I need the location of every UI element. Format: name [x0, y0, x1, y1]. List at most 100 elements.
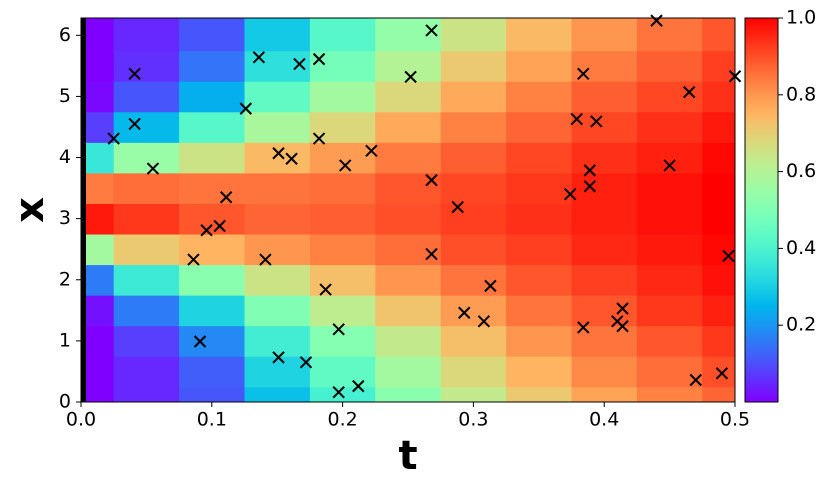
heatmap-cell: [440, 142, 507, 174]
heatmap-cell: [81, 233, 115, 266]
heatmap-cell: [440, 50, 507, 82]
scatter-marker: [590, 115, 603, 128]
heatmap-cell: [179, 233, 246, 266]
heatmap-cell: [571, 111, 638, 143]
scatter-marker: [128, 117, 141, 131]
heatmap-cell: [636, 81, 703, 113]
y-axis-label: x: [7, 197, 53, 223]
scatter-marker: [299, 356, 313, 369]
heatmap-cell: [440, 386, 507, 402]
heatmap-cell: [113, 295, 180, 327]
scatter-marker: [219, 191, 233, 204]
heatmap-cell: [113, 203, 180, 235]
heatmap-cell: [81, 203, 115, 235]
y-tick-label: 6: [59, 24, 71, 46]
heatmap-cell: [571, 203, 638, 235]
heatmap-cell: [636, 264, 703, 296]
heatmap-cell: [506, 356, 573, 388]
heatmap-cell: [375, 295, 442, 327]
heatmap-cell: [81, 356, 115, 388]
heatmap-cell: [244, 233, 311, 266]
scatter-marker: [252, 51, 266, 64]
heatmap-cell: [506, 172, 573, 204]
heatmap-cell: [179, 386, 246, 402]
scatter-marker: [570, 112, 583, 126]
heatmap-cell: [440, 18, 507, 52]
colorbar-tick-label: 1.0: [786, 7, 816, 29]
heatmap-cell: [702, 81, 735, 113]
scatter-marker: [484, 279, 497, 293]
heatmap-cell: [506, 233, 573, 266]
heatmap-cell: [113, 50, 180, 82]
heatmap-cell: [375, 264, 442, 296]
heatmap-cell: [309, 172, 376, 204]
heatmap-cell: [309, 50, 376, 82]
heatmap-cell: [636, 233, 703, 266]
heatmap-cell: [113, 386, 180, 402]
scatter-marker: [451, 200, 464, 214]
heatmap-cell: [113, 142, 180, 174]
heatmap-cell: [702, 295, 735, 327]
scatter-marker: [663, 159, 676, 172]
heatmap-cell: [309, 264, 376, 296]
scatter-marker: [425, 247, 438, 261]
heatmap-cell: [571, 233, 638, 266]
heatmap-cell: [309, 18, 376, 52]
scatter-marker: [458, 306, 471, 319]
heatmap-cell: [375, 81, 442, 113]
heatmap-cell: [113, 172, 180, 204]
heatmap-cell: [506, 81, 573, 113]
heatmap-cell: [506, 295, 573, 327]
heatmap-cell: [506, 386, 573, 402]
colorbar-tick-label: 0.8: [786, 83, 816, 105]
heatmap-cell: [244, 325, 311, 357]
heatmap-cell: [571, 81, 638, 113]
scatter-marker: [722, 249, 735, 263]
heatmap-cell: [309, 81, 376, 113]
heatmap-cell: [440, 295, 507, 327]
heatmap-cell: [375, 50, 442, 82]
heatmap-cell: [179, 325, 246, 357]
scatter-marker: [577, 67, 590, 81]
heatmap-cell: [506, 142, 573, 174]
heatmap-cell: [636, 386, 703, 402]
heatmap-cell: [309, 386, 376, 402]
heatmap-cell: [571, 18, 638, 52]
scatter-marker: [293, 57, 306, 71]
heatmap-cell: [179, 81, 246, 113]
heatmap-cell: [244, 18, 311, 52]
y-tick-label: 3: [59, 207, 71, 229]
heatmap-cell: [636, 18, 703, 52]
heatmap-cell: [244, 386, 311, 402]
heatmap-cell: [636, 295, 703, 327]
heatmap-cell: [375, 325, 442, 357]
heatmap-cell: [440, 81, 507, 113]
x-tick-label: 0.3: [458, 409, 488, 431]
heatmap-cell: [244, 111, 311, 143]
heatmap-cell: [81, 18, 115, 52]
heatmap-cell: [702, 50, 735, 82]
heatmap-cell: [81, 264, 115, 296]
heatmap-cell: [702, 356, 735, 388]
colorbar-tick-label: 0.4: [786, 237, 816, 259]
y-tick-label: 2: [59, 268, 71, 290]
scatter-marker: [107, 132, 120, 145]
scatter-marker: [213, 219, 226, 233]
x-tick-label: 0.1: [197, 409, 227, 431]
heatmap-cell: [309, 356, 376, 388]
heatmap-cell: [113, 18, 180, 52]
heatmap-cell: [440, 325, 507, 357]
heatmap: [81, 18, 735, 402]
scatter-marker: [477, 315, 491, 328]
heatmap-cell: [702, 203, 735, 235]
heatmap-cell: [179, 172, 246, 204]
scatter-marker: [272, 147, 285, 160]
scatter-marker: [312, 52, 326, 66]
heatmap-cell: [506, 264, 573, 296]
scatter-points: [107, 14, 742, 399]
heatmap-cell: [636, 172, 703, 204]
heatmap-cell: [113, 111, 180, 143]
heatmap-cell: [440, 233, 507, 266]
heatmap-cell: [702, 18, 735, 52]
